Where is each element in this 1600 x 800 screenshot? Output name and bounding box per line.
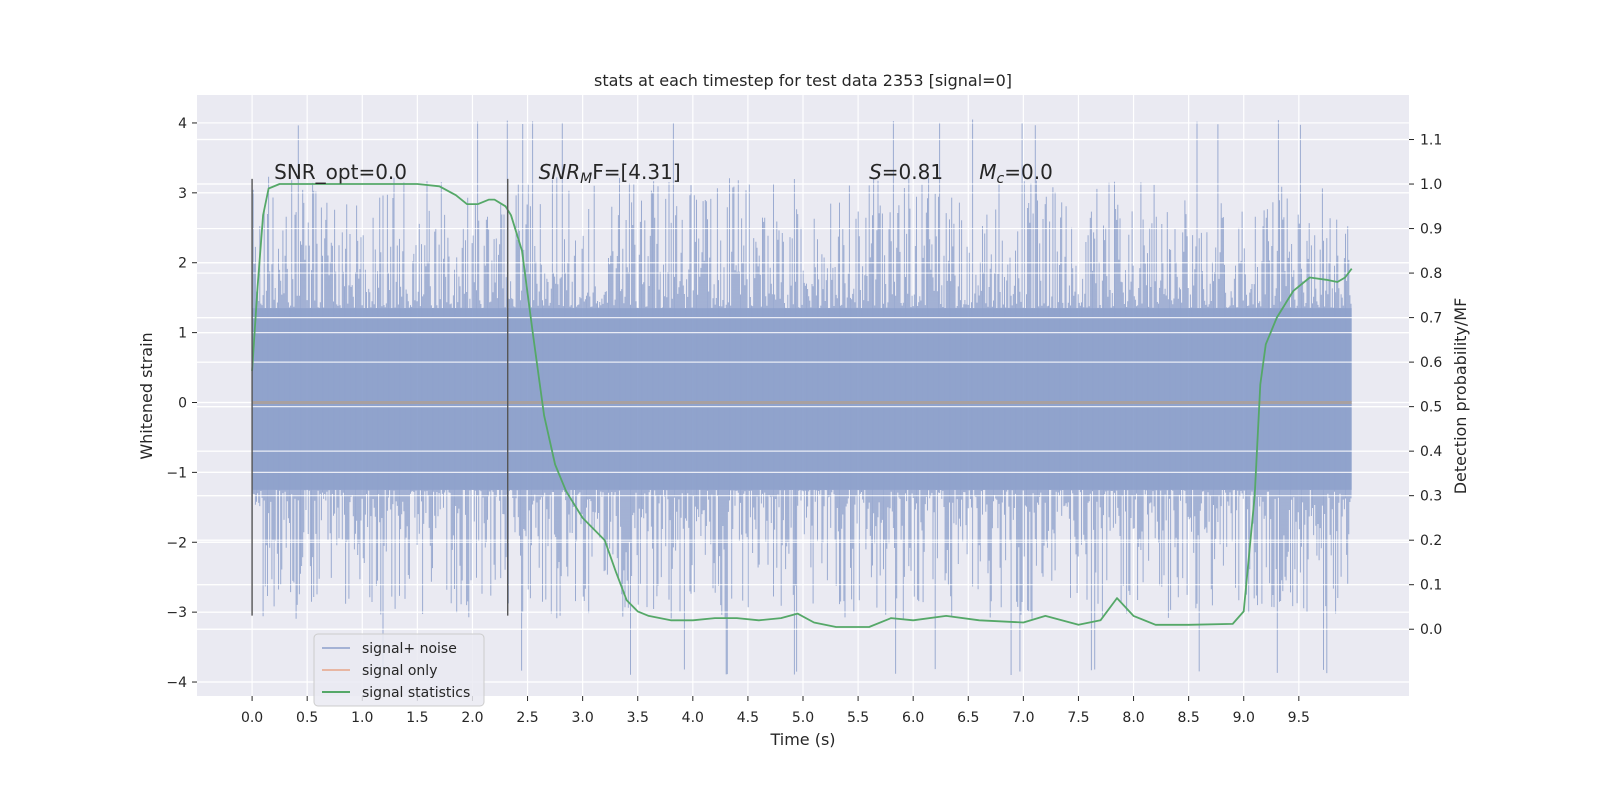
y2-tick-label: 0.2 xyxy=(1420,533,1442,549)
x-tick-label: 9.0 xyxy=(1233,710,1255,726)
y2-tick-label: 0.4 xyxy=(1420,444,1442,460)
y2-tick-label: 1.1 xyxy=(1420,133,1442,149)
x-tick-label: 6.0 xyxy=(902,710,924,726)
x-tick-label: 4.0 xyxy=(682,710,704,726)
annotation-symbol: SNR xyxy=(539,160,581,184)
y-tick-label: 4 xyxy=(178,116,187,132)
y2-tick-label: 0.9 xyxy=(1420,222,1442,238)
annotation-text: SNRMF=[4.31] xyxy=(539,160,681,187)
x-axis-label: Time (s) xyxy=(769,730,835,749)
annotation-text: SNR_opt=0.0 xyxy=(274,160,407,184)
y-tick-label: −4 xyxy=(166,675,187,691)
y2-tick-label: 0.0 xyxy=(1420,622,1442,638)
y-tick-label: 1 xyxy=(178,326,187,342)
legend-box xyxy=(313,633,485,707)
x-tick-label: 3.0 xyxy=(572,710,594,726)
chart-title: stats at each timestep for test data 235… xyxy=(594,71,1012,90)
x-tick-label: 1.0 xyxy=(351,710,373,726)
x-tick-label: 7.5 xyxy=(1067,710,1089,726)
annotations: SNR_opt=0.0 SNRMF=[4.31] S=0.81 Mc=0.0 xyxy=(274,160,1053,187)
annotation-symbol: M xyxy=(979,160,996,184)
vertical-markers xyxy=(251,178,509,616)
x-tick-label: 2.5 xyxy=(516,710,538,726)
x-tick-label: 2.0 xyxy=(461,710,483,726)
legend-label: signal only xyxy=(362,663,437,679)
y-tick-label: 3 xyxy=(178,186,187,202)
series-group xyxy=(251,183,1353,628)
x-tick-label: 4.5 xyxy=(737,710,759,726)
y2-tick-label: 1.0 xyxy=(1420,177,1442,193)
y2-tick-label: 0.3 xyxy=(1420,489,1442,505)
y2-tick-label: 0.8 xyxy=(1420,266,1442,282)
y2-axis-label: Detection probability/MF xyxy=(1451,298,1470,495)
ticks: 0.0 0.5 1.0 1.5 2.0 2.5 3.0 3.5 4.0 4.5 5.0 5.5 6.0 6… xyxy=(166,116,1442,726)
y-tick-label: −2 xyxy=(166,535,187,551)
y-tick-label: −3 xyxy=(166,605,187,621)
y2-tick-label: 0.1 xyxy=(1420,578,1442,594)
legend-label: signal+ noise xyxy=(362,641,457,657)
signal-statistics-line xyxy=(251,183,1353,628)
x-tick-label: 1.5 xyxy=(406,710,428,726)
annotation-symbol: S xyxy=(869,160,882,184)
annotation-subscript: M xyxy=(580,171,592,187)
y-tick-label: 0 xyxy=(178,395,187,411)
annotation-value: =0.0 xyxy=(1004,160,1053,184)
x-tick-label: 3.5 xyxy=(627,710,649,726)
y2-tick-label: 0.7 xyxy=(1420,311,1442,327)
y-axis-label: Whitened strain xyxy=(137,332,156,459)
x-tick-label: 8.0 xyxy=(1122,710,1144,726)
annotation-subscript: c xyxy=(997,171,1005,187)
x-tick-label: 6.5 xyxy=(957,710,979,726)
legend-label: signal statistics xyxy=(362,685,470,701)
x-tick-label: 7.0 xyxy=(1012,710,1034,726)
x-tick-label: 0.5 xyxy=(296,710,318,726)
x-tick-label: 0.0 xyxy=(241,710,263,726)
annotation-value: F=[4.31] xyxy=(592,160,680,184)
annotation-text: S=0.81 xyxy=(869,160,943,184)
annotation-value: =0.81 xyxy=(882,160,943,184)
y-tick-label: 2 xyxy=(178,256,187,272)
x-tick-label: 5.5 xyxy=(847,710,869,726)
x-tick-label: 5.0 xyxy=(792,710,814,726)
x-tick-label: 8.5 xyxy=(1178,710,1200,726)
x-tick-label: 9.5 xyxy=(1288,710,1310,726)
y2-tick-label: 0.5 xyxy=(1420,400,1442,416)
annotation-text: Mc=0.0 xyxy=(979,160,1053,187)
y-tick-label: −1 xyxy=(166,465,187,481)
legend: signal+ noise signal only signal statistic… xyxy=(313,633,485,707)
y2-tick-label: 0.6 xyxy=(1420,355,1442,371)
